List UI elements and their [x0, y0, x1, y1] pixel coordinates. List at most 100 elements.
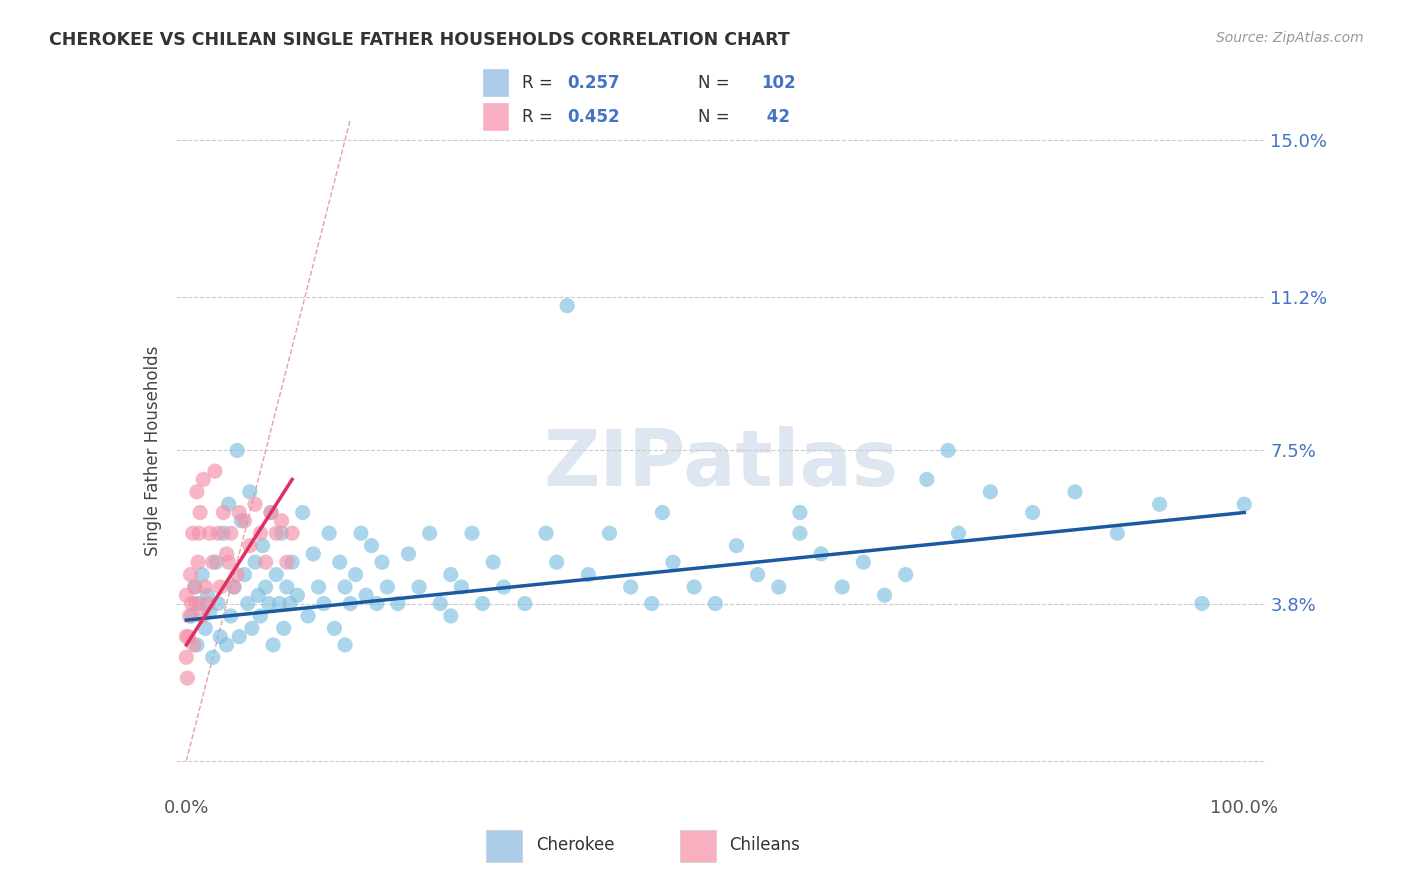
Point [212, 526, 235, 541]
Point [184, 580, 207, 594]
Point [249, 526, 271, 541]
Point [212, 506, 235, 520]
Point [177, 630, 200, 644]
Point [339, 597, 361, 611]
Point [269, 597, 291, 611]
Point [260, 506, 283, 520]
Point [948, 526, 970, 541]
Point [620, 580, 643, 594]
Point [747, 567, 769, 582]
Point [408, 580, 430, 594]
Point [233, 514, 256, 528]
Point [180, 597, 202, 611]
Point [193, 472, 215, 486]
Point [219, 526, 242, 541]
Point [333, 638, 356, 652]
Point [176, 588, 198, 602]
Point [254, 555, 277, 569]
Point [247, 588, 270, 602]
Point [281, 555, 304, 569]
Point [768, 580, 790, 594]
Bar [486, 830, 523, 863]
Point [270, 526, 292, 541]
Text: R =: R = [523, 108, 558, 126]
Text: Chileans: Chileans [730, 836, 800, 855]
Point [264, 567, 287, 582]
Point [264, 526, 287, 541]
Point [915, 472, 938, 486]
Point [209, 580, 232, 594]
Point [243, 497, 266, 511]
Point [197, 588, 219, 602]
Point [239, 539, 262, 553]
Point [297, 609, 319, 624]
Point [187, 555, 209, 569]
Text: 102: 102 [761, 74, 796, 92]
Point [180, 567, 202, 582]
Point [276, 555, 298, 569]
Point [198, 605, 221, 619]
Point [429, 597, 451, 611]
Text: Cherokee: Cherokee [536, 836, 614, 855]
Point [461, 526, 484, 541]
Point [188, 597, 211, 611]
Point [222, 580, 245, 594]
Bar [681, 830, 716, 863]
Point [492, 580, 515, 594]
Point [350, 526, 373, 541]
Point [371, 555, 394, 569]
Y-axis label: Single Father Households: Single Father Households [143, 345, 162, 556]
Point [180, 609, 202, 624]
Point [1064, 484, 1087, 499]
Point [176, 630, 198, 644]
Point [273, 621, 295, 635]
Point [312, 597, 335, 611]
Point [176, 671, 198, 685]
Point [191, 609, 214, 624]
Point [183, 638, 205, 652]
Point [651, 506, 673, 520]
Point [198, 526, 221, 541]
Point [228, 630, 250, 644]
Text: N =: N = [697, 108, 735, 126]
Point [375, 580, 398, 594]
Point [789, 526, 811, 541]
Point [576, 567, 599, 582]
Text: N =: N = [697, 74, 735, 92]
Point [513, 597, 536, 611]
Point [281, 526, 304, 541]
Point [236, 597, 259, 611]
Point [239, 484, 262, 499]
Point [254, 580, 277, 594]
Point [226, 567, 249, 582]
Point [215, 638, 238, 652]
Point [333, 580, 356, 594]
Point [440, 609, 463, 624]
Point [354, 588, 377, 602]
Point [201, 650, 224, 665]
Point [641, 597, 664, 611]
Point [287, 588, 309, 602]
Point [302, 547, 325, 561]
Point [1021, 506, 1043, 520]
Point [344, 567, 367, 582]
Point [318, 526, 340, 541]
Point [329, 555, 352, 569]
Point [222, 580, 245, 594]
Text: Source: ZipAtlas.com: Source: ZipAtlas.com [1216, 31, 1364, 45]
Point [219, 609, 242, 624]
Point [184, 597, 207, 611]
Point [262, 638, 284, 652]
Point [704, 597, 727, 611]
Point [979, 484, 1001, 499]
Point [873, 588, 896, 602]
Point [831, 580, 853, 594]
Point [683, 580, 706, 594]
Text: CHEROKEE VS CHILEAN SINGLE FATHER HOUSEHOLDS CORRELATION CHART: CHEROKEE VS CHILEAN SINGLE FATHER HOUSEH… [49, 31, 790, 49]
Point [176, 650, 198, 665]
Point [482, 555, 505, 569]
Text: 0.452: 0.452 [568, 108, 620, 126]
Point [201, 555, 224, 569]
Point [188, 526, 211, 541]
Point [291, 506, 314, 520]
